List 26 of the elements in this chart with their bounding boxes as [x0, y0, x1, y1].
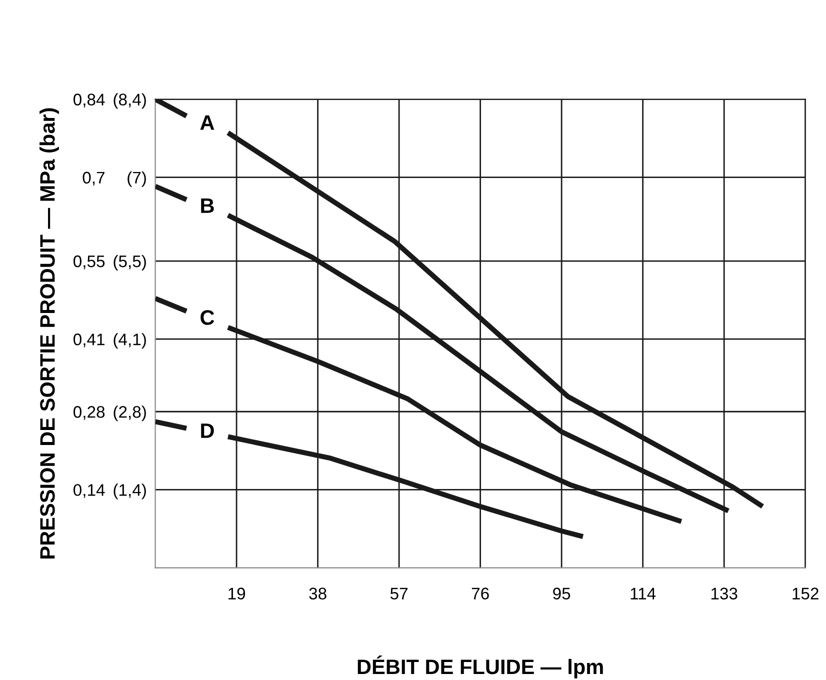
series-label: B — [201, 198, 214, 213]
y-tick-label: 0,41 — [74, 334, 104, 348]
x-tick-label: 114 — [630, 588, 656, 600]
y-tick-label: 0,55 — [74, 255, 105, 270]
y2-tick-label: (8,4) — [114, 93, 146, 109]
y2-tick-label: (1,4) — [114, 484, 146, 500]
y2-tick-label: (4,1) — [114, 333, 146, 349]
y-tick-label: 0,84 — [74, 94, 105, 108]
x-tick-label: 133 — [711, 588, 738, 600]
x-tick-label: 19 — [228, 588, 246, 600]
x-axis-title: DÉBIT DE FLUIDE — lpm — [358, 656, 603, 678]
y-tick-label: 0,14 — [74, 484, 105, 498]
y2-tick-label: (5,5) — [114, 254, 146, 271]
y2-tick-label: (2,8) — [114, 406, 146, 422]
x-tick-label: 76 — [472, 588, 489, 600]
x-tick-label: 152 — [792, 588, 818, 600]
x-tick-label: 95 — [553, 588, 570, 600]
x-tick-label: 57 — [390, 588, 408, 600]
series-label: A — [200, 115, 214, 130]
y2-tick-label: (7) — [128, 171, 146, 187]
y-tick-label: 0,7 — [82, 172, 104, 186]
series-label: C — [200, 310, 214, 325]
x-tick-label: 38 — [309, 588, 326, 600]
series-label: D — [201, 424, 214, 438]
y-axis-title: PRESSION DE SORTIE PRODUIT — MPa (bar) — [40, 108, 59, 558]
y-tick-label: 0,28 — [74, 406, 105, 420]
